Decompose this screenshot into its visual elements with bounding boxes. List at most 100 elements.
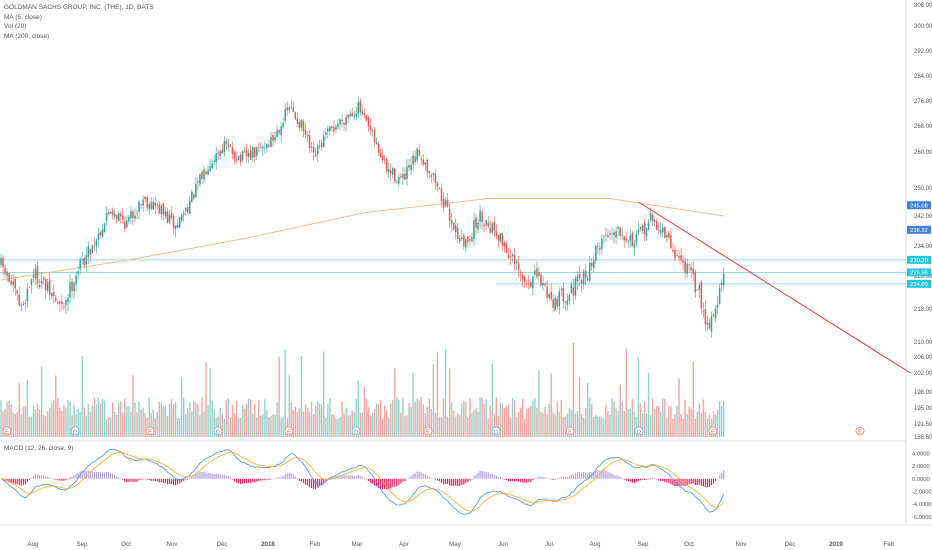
- macd-histogram-bar: [710, 478, 713, 486]
- volume-bar: [347, 415, 349, 437]
- volume-bar: [20, 413, 22, 437]
- time-axis-label: 2018: [261, 541, 275, 548]
- event-marker: [708, 426, 718, 436]
- volume-bar: [274, 414, 276, 437]
- price-tick-label: 226.00: [914, 274, 932, 280]
- candle-body: [134, 215, 136, 219]
- indicator-volume[interactable]: Vol (20): [4, 23, 27, 30]
- macd-histogram-bar: [572, 474, 575, 479]
- candle-body: [105, 213, 108, 221]
- candle-body: [619, 227, 621, 236]
- macd-histogram-bar: [550, 478, 552, 480]
- macd-histogram-bar: [172, 478, 175, 485]
- volume-bar: [312, 413, 315, 437]
- volume-bar: [603, 418, 605, 437]
- candle-body: [320, 142, 323, 148]
- candle-body: [272, 135, 274, 141]
- volume-bar: [276, 402, 278, 437]
- candle-body: [162, 203, 165, 215]
- macd-tick-label: -6.0000: [912, 515, 932, 521]
- macd-histogram-bar: [408, 477, 410, 479]
- macd-histogram-bar: [416, 471, 418, 479]
- volume-bar: [325, 418, 327, 437]
- macd-histogram-bar: [114, 474, 116, 479]
- volume-bar: [26, 379, 29, 437]
- candle-body: [262, 146, 264, 149]
- candle-body: [14, 278, 16, 289]
- macd-histogram-bar: [250, 478, 252, 484]
- macd-histogram-bar: [647, 478, 650, 480]
- price-tick-label: 308.00: [914, 3, 932, 9]
- volume-bar: [28, 416, 31, 437]
- macd-histogram-bar: [168, 478, 171, 484]
- volume-bar: [722, 400, 725, 437]
- indicator-ma200[interactable]: MA (200, close): [4, 32, 50, 40]
- symbol-title[interactable]: GOLDMAN SACHS GROUP, INC. (THE), 1D, BAT…: [4, 4, 154, 11]
- candle-body: [18, 295, 21, 306]
- volume-bar: [71, 415, 73, 437]
- volume-bar: [116, 414, 118, 437]
- candle-body: [81, 259, 83, 261]
- time-axis-label: Nov: [735, 541, 747, 548]
- volume-bar: [168, 404, 171, 437]
- candle-body: [276, 130, 278, 138]
- macd-histogram-bar: [219, 474, 221, 479]
- macd-histogram-bar: [116, 476, 118, 479]
- candle-body: [158, 204, 161, 214]
- macd-histogram-bar: [440, 478, 443, 483]
- candle-body: [467, 236, 469, 242]
- price-tick-label: 284.00: [914, 74, 932, 80]
- volume-bar: [605, 404, 607, 437]
- event-marker: [351, 426, 361, 436]
- volume-bar: [247, 398, 250, 437]
- volume-bar: [526, 408, 528, 437]
- event-marker: [2, 426, 12, 436]
- candle-body: [532, 276, 534, 289]
- volume-bar: [113, 411, 116, 437]
- candle-body: [523, 276, 526, 282]
- macd-histogram-bar: [134, 478, 136, 482]
- volume-bar: [426, 407, 428, 437]
- candle-body: [34, 268, 37, 279]
- volume-bar: [310, 401, 313, 437]
- event-marker-label: D: [216, 430, 220, 436]
- macd-histogram-bar: [414, 473, 416, 479]
- macd-histogram-bar: [554, 478, 556, 480]
- volume-bar: [609, 414, 611, 437]
- macd-histogram-bar: [471, 478, 473, 480]
- macd-histogram-bar: [67, 478, 69, 480]
- volume-bar: [489, 405, 491, 437]
- candle-body: [361, 110, 364, 114]
- macd-histogram-bar: [124, 478, 126, 482]
- candle-body: [414, 156, 416, 163]
- macd-legend[interactable]: MACD (12, 26, close, 9): [4, 445, 74, 452]
- candle-body: [53, 291, 55, 296]
- candle-body: [562, 288, 565, 302]
- candle-body: [241, 151, 244, 160]
- candle-body: [10, 280, 12, 285]
- volume-bar: [365, 398, 368, 437]
- volume-bar: [321, 405, 323, 437]
- candle-body: [197, 181, 199, 183]
- macd-histogram-bar: [652, 477, 654, 479]
- macd-histogram-bar: [331, 476, 333, 479]
- macd-histogram-bar: [272, 478, 274, 480]
- candle-body: [479, 210, 481, 222]
- volume-bar: [714, 414, 717, 437]
- candle-body: [245, 150, 248, 157]
- volume-bar: [641, 413, 644, 437]
- indicator-ma5[interactable]: MA (5, close): [4, 13, 42, 21]
- candle-body: [515, 261, 518, 264]
- volume-bar: [148, 397, 150, 437]
- candle-body: [294, 112, 297, 119]
- volume-bar: [412, 372, 414, 437]
- candle-body: [8, 273, 10, 282]
- macd-histogram-bar: [412, 473, 414, 479]
- volume-bar: [621, 401, 623, 437]
- macd-histogram-bar: [353, 476, 355, 479]
- volume-bar: [432, 364, 435, 437]
- macd-histogram-bar: [162, 478, 164, 483]
- candle-body: [298, 121, 301, 128]
- macd-histogram-bar: [313, 478, 315, 489]
